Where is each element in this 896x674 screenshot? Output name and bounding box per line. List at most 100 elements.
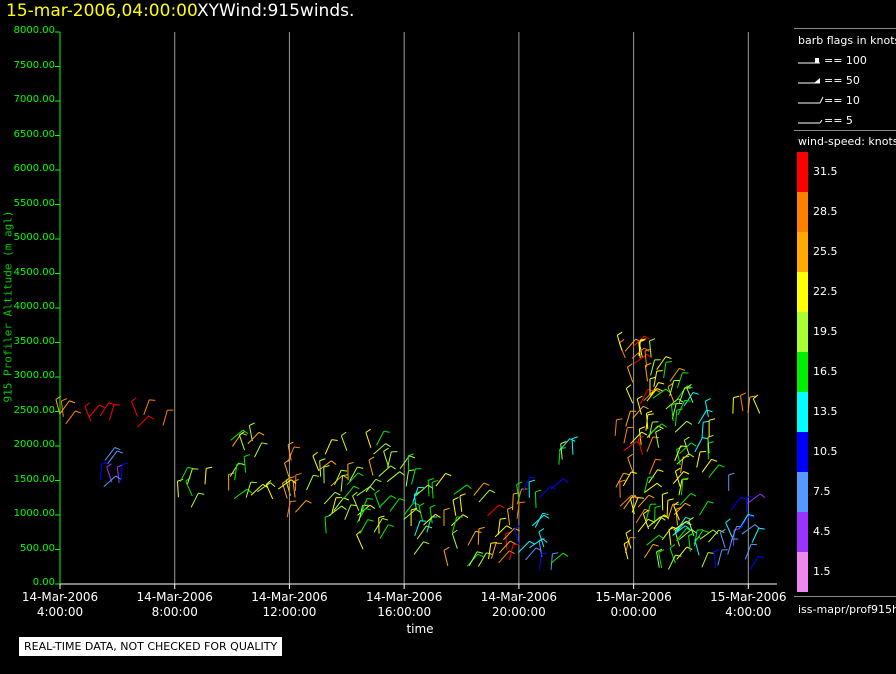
wind-barb <box>633 353 653 364</box>
wind-barb <box>427 478 435 497</box>
wind-barb-shaft <box>674 410 678 427</box>
wind-barb <box>323 491 341 505</box>
wind-barb-flag <box>452 529 458 534</box>
wind-barb-shaft <box>498 550 510 564</box>
wind-barb-shaft <box>656 551 660 568</box>
wind-barb-flag <box>630 471 637 474</box>
wind-barb-flag <box>529 540 535 545</box>
wind-barb-shaft <box>669 368 680 382</box>
wind-barb-shaft <box>680 479 684 496</box>
wind-barb <box>671 403 683 420</box>
colorbar-label: 4.5 <box>813 525 831 538</box>
wind-barb-shaft <box>365 432 372 448</box>
wind-barb-flag <box>462 514 469 519</box>
wind-barb <box>407 453 415 472</box>
wind-barb <box>676 453 695 465</box>
wind-barb-flag <box>654 505 661 508</box>
wind-barb <box>497 517 507 536</box>
y-tick-label: 500.00 <box>20 542 55 554</box>
wind-barb <box>283 459 290 479</box>
wind-barb-shaft <box>473 482 485 496</box>
wind-barb <box>352 491 360 511</box>
barb-entry-50: == 50 <box>824 74 860 87</box>
wind-barb-flag <box>323 464 330 468</box>
wind-barb-flag <box>313 474 320 477</box>
title-date: 15-mar-2006,04:00:00 <box>6 1 198 21</box>
wind-barb-shaft <box>412 487 419 503</box>
wind-barb <box>676 372 689 389</box>
wind-barb-flag <box>662 492 669 495</box>
wind-barb <box>636 395 643 415</box>
wind-barb <box>667 382 675 403</box>
wind-barb-flag <box>435 513 441 518</box>
wind-barb-flag <box>429 504 436 508</box>
wind-barb-shaft <box>643 482 658 494</box>
wind-barb <box>108 404 120 421</box>
wind-barb-flag <box>428 478 435 481</box>
wind-barb-shaft <box>426 516 432 533</box>
wind-barb-flag <box>754 524 760 529</box>
wind-barb-flag <box>409 455 416 459</box>
wind-barb <box>739 513 754 529</box>
wind-barb <box>248 422 255 442</box>
wind-barb <box>468 551 483 566</box>
wind-barb <box>230 429 249 441</box>
wind-barb-shaft <box>451 516 458 533</box>
colorbar-label: 1.5 <box>813 565 831 578</box>
wind-barb-shaft <box>701 459 712 473</box>
wind-barb <box>749 555 765 571</box>
wind-barb-flag <box>684 436 690 441</box>
wind-barb-shaft <box>143 399 150 416</box>
wind-barb <box>473 482 490 496</box>
wind-barb <box>637 494 655 508</box>
wind-barb-shaft <box>233 488 248 500</box>
wind-barb <box>623 540 630 560</box>
wind-barb-flag <box>657 469 664 472</box>
wind-barb-shaft <box>637 494 650 508</box>
wind-barb-shaft <box>418 505 424 522</box>
wind-barb-shaft <box>389 498 400 512</box>
x-tick-label: 15-Mar-2006 4:00:00 <box>703 590 793 620</box>
wind-barb-shaft <box>671 405 674 422</box>
wind-barb <box>418 502 425 522</box>
wind-barb-shaft <box>694 437 703 452</box>
wind-barb-shaft <box>120 464 123 481</box>
wind-barb-shaft <box>658 552 663 569</box>
wind-barb <box>739 392 747 412</box>
wind-barb <box>415 484 434 496</box>
wind-barb <box>645 503 657 520</box>
wind-barb-flag <box>684 521 691 526</box>
wind-barb <box>704 398 711 417</box>
wind-barb-shaft <box>477 552 487 567</box>
wind-barb <box>323 464 330 484</box>
wind-barb-shaft <box>55 399 61 415</box>
wind-barb-shaft <box>323 491 336 505</box>
wind-barb <box>356 486 375 497</box>
wind-barb <box>623 426 634 444</box>
wind-barb <box>708 464 725 478</box>
wind-barb-flag <box>749 515 756 519</box>
wind-barb <box>667 554 682 570</box>
wind-barb-shaft <box>627 457 634 473</box>
wind-barb <box>678 529 697 540</box>
wind-barb-shaft <box>701 552 709 568</box>
wind-barb <box>359 519 374 534</box>
wind-barb-flag <box>445 472 452 477</box>
wind-barb-shaft <box>407 455 410 472</box>
wind-barb <box>666 498 674 517</box>
wind-barb-shaft <box>99 402 110 417</box>
wind-barb-flag <box>383 430 390 433</box>
wind-barb-flag <box>667 498 674 501</box>
y-tick-label: 3000.00 <box>13 370 55 381</box>
wind-barb-shaft <box>416 525 427 540</box>
chart-title: XYWind:915winds. <box>197 1 355 21</box>
wind-barb-shaft <box>696 451 701 468</box>
wind-barb <box>403 508 422 520</box>
wind-barb <box>403 502 420 516</box>
wind-barb-shaft <box>403 508 417 520</box>
wind-barb-flag <box>740 496 747 501</box>
wind-barb <box>639 389 654 405</box>
wind-barb-shaft <box>626 367 634 383</box>
wind-barb-shaft <box>431 482 434 499</box>
wind-barb-shaft <box>243 456 247 473</box>
